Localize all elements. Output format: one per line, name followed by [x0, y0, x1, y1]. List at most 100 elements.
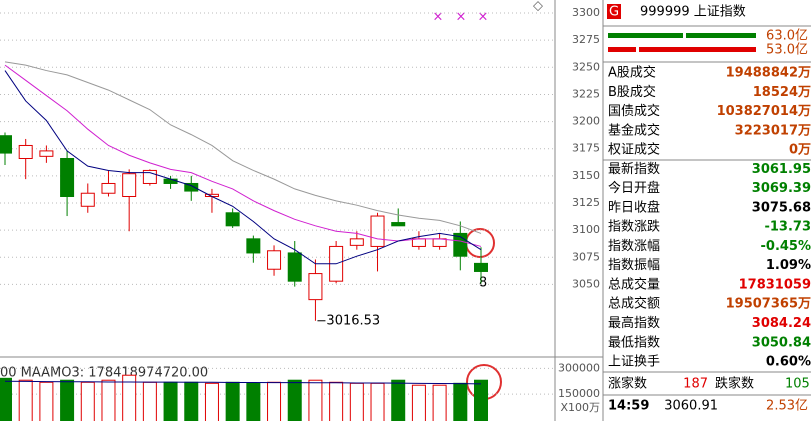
row-label: 总成交额: [608, 296, 660, 312]
candle-body: [163, 178, 178, 184]
row-label: 指数涨跌: [608, 219, 660, 235]
tick-time: 14:59: [608, 399, 649, 414]
volume-bar: [80, 381, 95, 421]
candle-body: [18, 144, 33, 160]
row-label: 权证成交: [608, 142, 660, 158]
row-label: 上证换手: [608, 355, 660, 370]
volume-tick-label: 300000: [558, 361, 600, 374]
y-tick-label: 3100: [572, 223, 600, 236]
badge-box: [607, 4, 621, 19]
volume-bar: [60, 379, 75, 421]
candle-body: [122, 173, 137, 197]
row-value: 18524万: [753, 85, 811, 100]
y-tick-label: 3050: [572, 277, 600, 290]
row-value: 3084.24: [752, 316, 811, 331]
row-value: 19488842万: [726, 66, 811, 81]
rise-label: 涨家数: [608, 376, 647, 392]
row-value: -13.73: [764, 220, 811, 235]
volume-bar: [432, 384, 447, 421]
volume-unit: X100万: [560, 401, 600, 414]
volume-bar: [474, 379, 488, 421]
volume-bar: [101, 379, 116, 421]
y-tick-label: 3225: [572, 87, 600, 100]
row-value: 19507365万: [726, 297, 811, 312]
ma-line: [4, 64, 482, 247]
volume-bar: [349, 382, 364, 421]
row-value: 3075.68: [752, 200, 811, 215]
candle-body: [184, 182, 199, 192]
volume-bar: [287, 379, 302, 421]
ma-line: [4, 61, 482, 234]
y-tick-label: 3200: [572, 115, 600, 128]
candle-body: [287, 252, 302, 282]
row-value: 3050.84: [752, 335, 811, 350]
volume-bar: [184, 381, 199, 421]
candle-body: [411, 238, 426, 247]
y-tick-label: 3300: [572, 6, 600, 19]
volume-bar: [453, 382, 468, 421]
volume-bar: [122, 374, 137, 421]
row-value: 3069.39: [752, 181, 811, 196]
candle-body: [80, 192, 95, 207]
volume-bar: [411, 384, 426, 421]
volume-ma-line: [4, 380, 482, 385]
candle-body: [370, 215, 385, 247]
row-label: 昨日收盘: [608, 199, 660, 215]
volume-bar: [163, 381, 178, 421]
candle-body: [225, 212, 240, 227]
volume-bar: [39, 381, 54, 421]
row-label: 最低指数: [608, 335, 660, 350]
row-value: -0.45%: [761, 239, 811, 254]
volume-bar: [246, 382, 261, 421]
candle-body: [391, 222, 406, 227]
svg-text:×: ×: [433, 10, 444, 25]
row-label: 指数涨幅: [608, 239, 660, 254]
row-value: 0.60%: [766, 355, 811, 370]
row-label: 国债成交: [608, 103, 660, 119]
panel-title: 999999 上证指数: [640, 5, 746, 20]
y-tick-label: 3175: [572, 142, 600, 155]
y-tick-label: 3150: [572, 169, 600, 182]
annotation: 8: [479, 276, 487, 291]
y-tick-label: 3125: [572, 196, 600, 209]
volume-bar: [308, 379, 323, 421]
badge: G: [609, 5, 619, 20]
tick-price: 3060.91: [664, 399, 718, 414]
svg-text:×: ×: [456, 10, 467, 25]
candle-body: [474, 262, 488, 272]
flow-bar: [608, 33, 756, 38]
candle-body: [432, 238, 447, 247]
volume-bar: [0, 377, 12, 421]
candle-body: [0, 135, 12, 154]
flow-label: 63.0亿: [766, 29, 808, 44]
candle-body: [308, 273, 323, 301]
volume-bar: [329, 381, 344, 421]
markers: × × ×: [433, 10, 489, 25]
row-value: 3223017万: [735, 123, 811, 138]
volume-tick-label: 150000: [558, 387, 600, 400]
volume-bar: [204, 382, 219, 421]
candle-body: [349, 238, 364, 246]
row-value: 3061.95: [752, 162, 811, 177]
fall-count: 105: [785, 377, 810, 392]
flow-bar: [608, 47, 756, 52]
y-tick-label: 3250: [572, 60, 600, 73]
y-tick-label: 3075: [572, 250, 600, 263]
volume-bar: [142, 381, 157, 421]
volume-bar: [267, 381, 282, 421]
candle-body: [267, 250, 282, 270]
row-label: 总成交量: [608, 276, 660, 292]
row-value: 17831059: [739, 277, 811, 292]
flow-label: 53.0亿: [766, 43, 808, 58]
row-value: 0万: [789, 143, 811, 158]
volume-bar: [370, 382, 385, 421]
volume-bar: [391, 379, 406, 421]
volume-bar: [18, 379, 33, 421]
tick-amount: 2.53亿: [766, 399, 808, 414]
row-label: 指数振幅: [608, 258, 660, 273]
row-label: B股成交: [608, 84, 656, 100]
svg-text:×: ×: [478, 10, 489, 25]
fall-label: 跌家数: [715, 376, 754, 392]
